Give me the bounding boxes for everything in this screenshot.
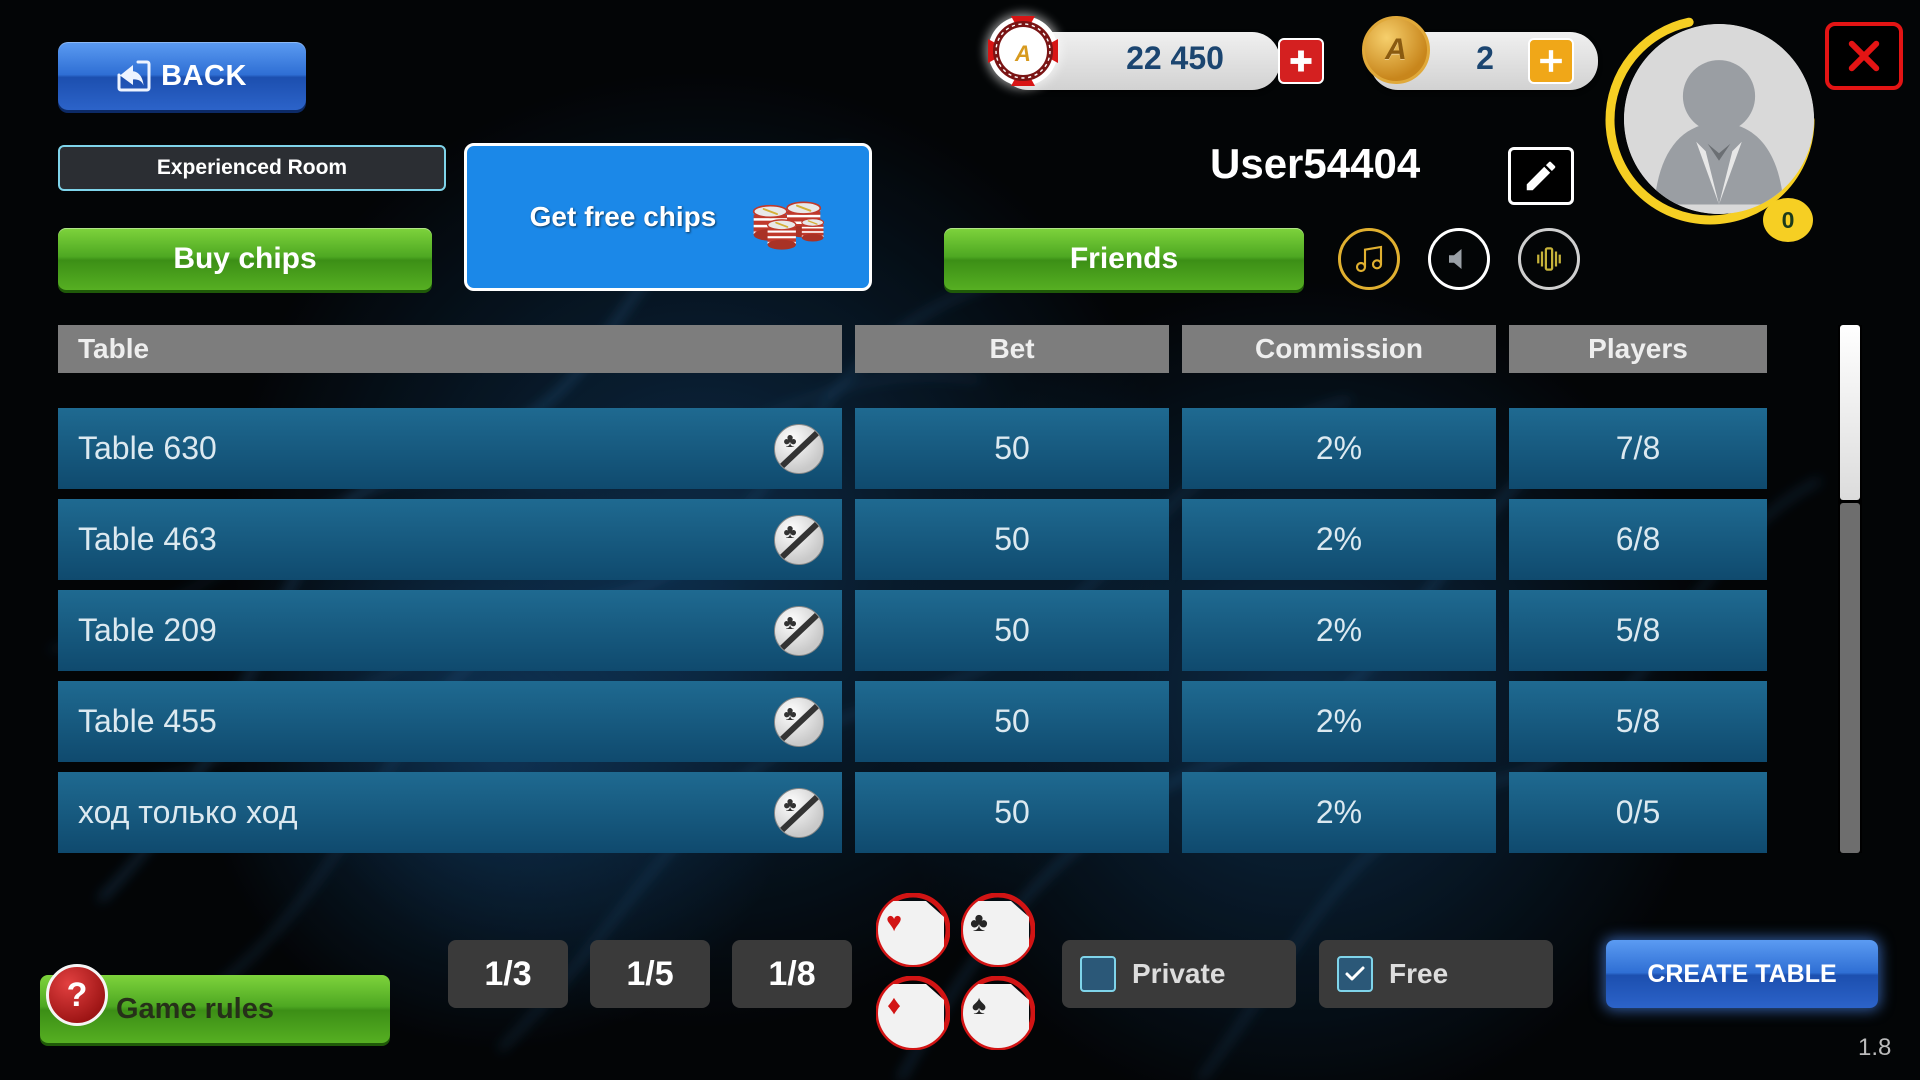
svg-text:♣: ♣ [783,430,796,452]
svg-text:♥: ♥ [886,907,902,937]
svg-text:♣: ♣ [783,703,796,725]
svg-text:♣: ♣ [783,794,796,816]
svg-text:♣: ♣ [783,612,796,634]
svg-text:A: A [1014,41,1031,66]
svg-text:♣: ♣ [783,521,796,543]
svg-text:♠: ♠ [972,990,986,1020]
svg-text:♣: ♣ [970,907,988,937]
svg-text:♦: ♦ [887,990,901,1020]
